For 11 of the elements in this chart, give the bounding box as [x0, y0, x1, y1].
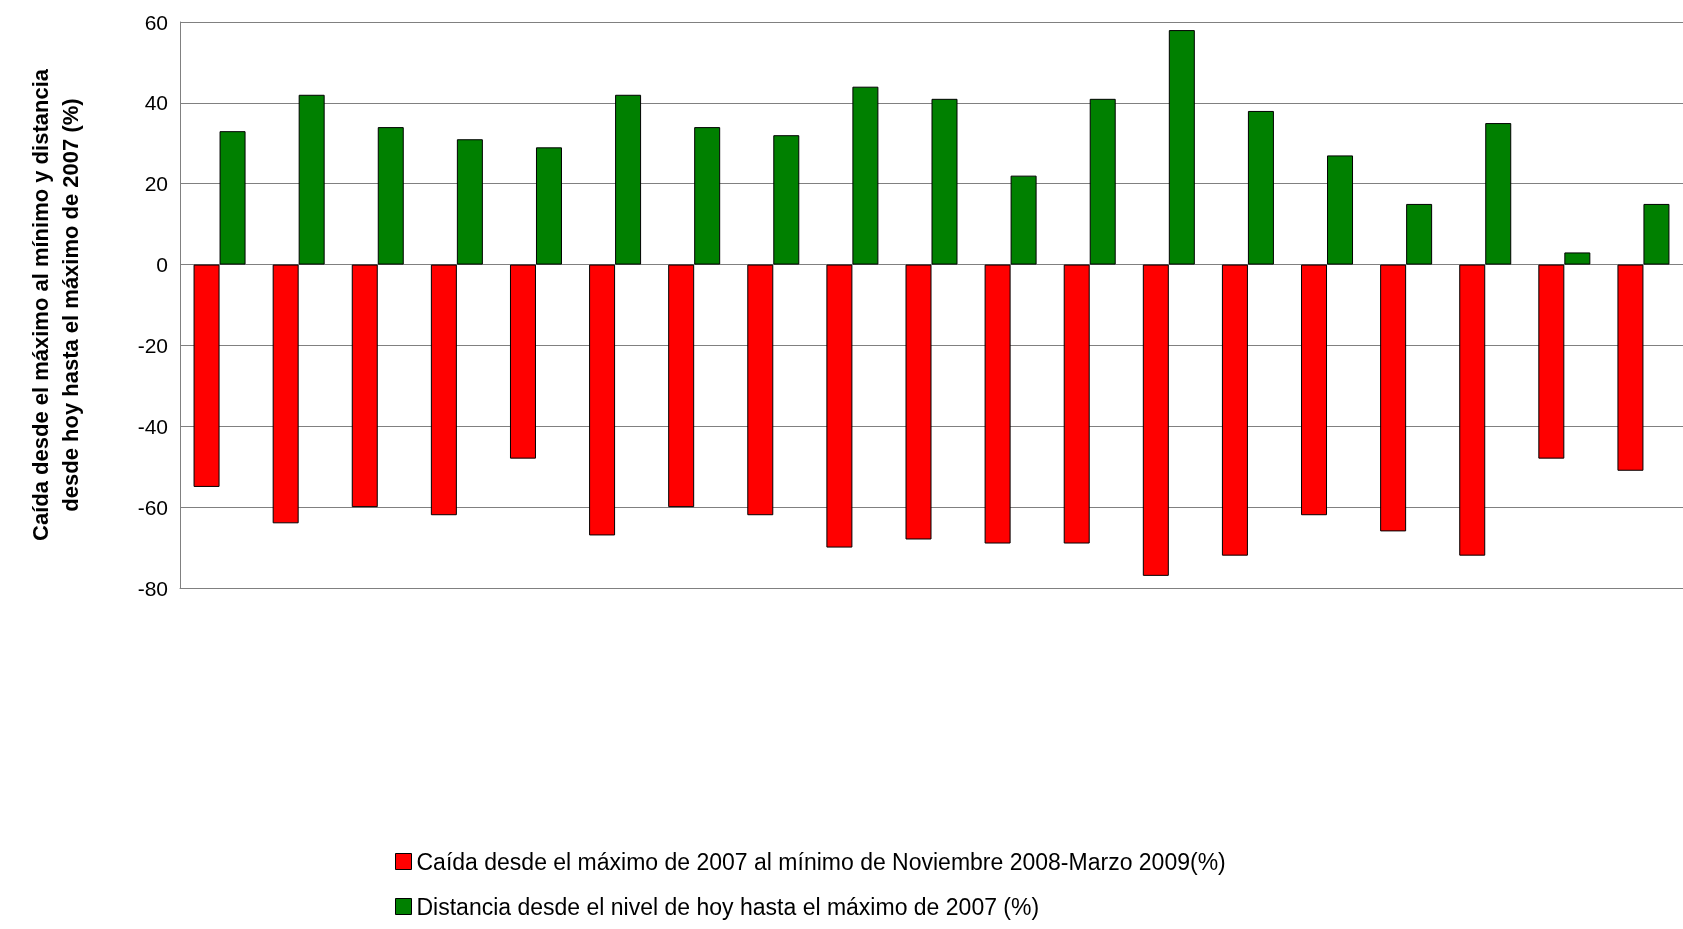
- y-tick-label: -40: [137, 414, 168, 438]
- y-axis-title: Caída desde el máximo al mínimo y distancia desde hoy hasta el máximo de 2007 (%): [27, 68, 83, 541]
- y-tick-label: 20: [144, 172, 168, 196]
- y-tick-label: -20: [137, 333, 168, 357]
- legend-label: Caída desde el máximo de 2007 al mínimo de Noviembre 2008-Marzo 2009(%): [416, 848, 1226, 875]
- legend-label: Distancia desde el nivel de hoy hasta el máximo de 2007 (%): [416, 893, 1040, 920]
- y-tick-label: 40: [144, 91, 168, 115]
- y-tick-label: -80: [137, 576, 168, 600]
- y-tick-label: -60: [137, 495, 168, 519]
- y-tick-label: 0: [156, 253, 168, 277]
- y-tick-label: 60: [144, 10, 168, 34]
